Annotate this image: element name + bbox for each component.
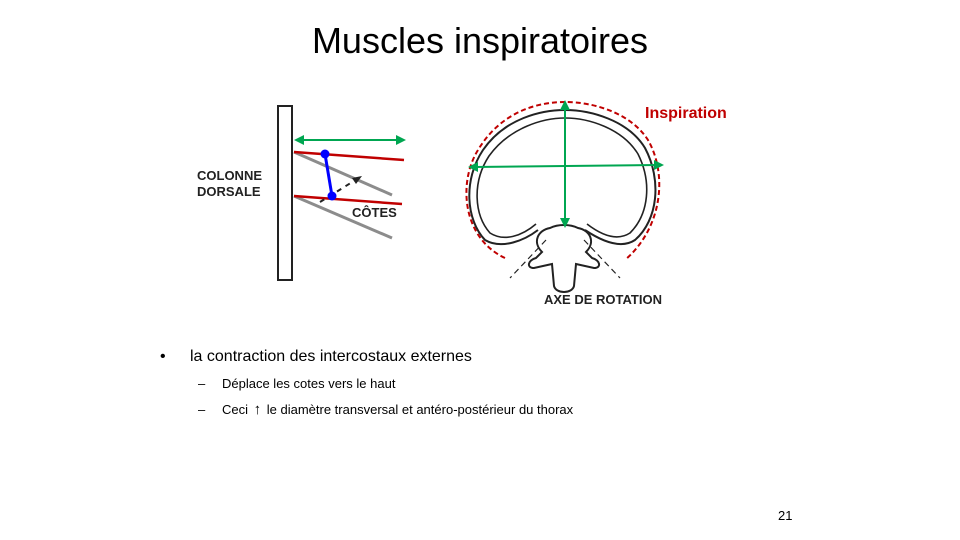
rib-upper-red-1 bbox=[293, 150, 405, 162]
inspiration-outline bbox=[465, 100, 661, 261]
slide-title: Muscles inspiratoires bbox=[311, 20, 649, 61]
sub-bullet-marker: – bbox=[198, 376, 206, 391]
label-colonne: COLONNE bbox=[197, 168, 262, 183]
rib-lower-gray-2 bbox=[293, 194, 393, 240]
label-inspiration: Inspiration bbox=[645, 105, 727, 122]
spinal-column bbox=[277, 105, 293, 281]
label-cotes: CÔTES bbox=[352, 205, 397, 220]
thorax-section-figure: Inspiration AXE DE ROTATION bbox=[465, 100, 727, 307]
label-axe-rotation: AXE DE ROTATION bbox=[544, 292, 662, 307]
page-number: 21 bbox=[778, 508, 793, 523]
sub-bullet-text-1: Déplace les cotes vers le haut bbox=[222, 376, 396, 391]
sub-bullet-text-2-after: le diamètre transversal et antéro-postér… bbox=[266, 402, 574, 417]
intercostal-muscle bbox=[323, 153, 334, 197]
rib-lower-gray-1 bbox=[293, 150, 393, 197]
bullet-item: • la contraction des intercostaux extern… bbox=[160, 348, 860, 366]
sub-bullet-marker: – bbox=[198, 402, 206, 417]
sub-bullet-item-2: – Ceci ↑ le diamètre transversal et anté… bbox=[198, 401, 860, 418]
bullet-marker: • bbox=[160, 348, 166, 365]
thorax-outer-outline bbox=[468, 108, 657, 246]
transverse-diameter-arrow bbox=[473, 164, 659, 168]
arrow-up-icon: ↑ bbox=[253, 401, 262, 418]
muscle-attachment-upper bbox=[320, 149, 330, 159]
rotation-axis-right bbox=[583, 239, 621, 279]
rib-upper-red-2 bbox=[293, 194, 403, 206]
sub-bullet-item-1: – Déplace les cotes vers le haut bbox=[198, 376, 860, 391]
sub-bullet-text-2: Ceci ↑ le diamètre transversal et antéro… bbox=[222, 401, 573, 418]
muscle-attachment-lower bbox=[327, 191, 337, 201]
inspiration-diagram: COLONNE DORSALE CÔTES Insp bbox=[197, 100, 727, 307]
bullet-list: • la contraction des intercostaux extern… bbox=[160, 348, 860, 418]
rotation-axis-left bbox=[509, 239, 547, 279]
bullet-text: la contraction des intercostaux externes bbox=[190, 348, 472, 365]
spine-ribs-figure: COLONNE DORSALE CÔTES bbox=[197, 105, 406, 281]
label-dorsale: DORSALE bbox=[197, 184, 261, 199]
vertebra bbox=[528, 224, 600, 293]
sub-bullet-text-2-before: Ceci bbox=[222, 402, 249, 417]
